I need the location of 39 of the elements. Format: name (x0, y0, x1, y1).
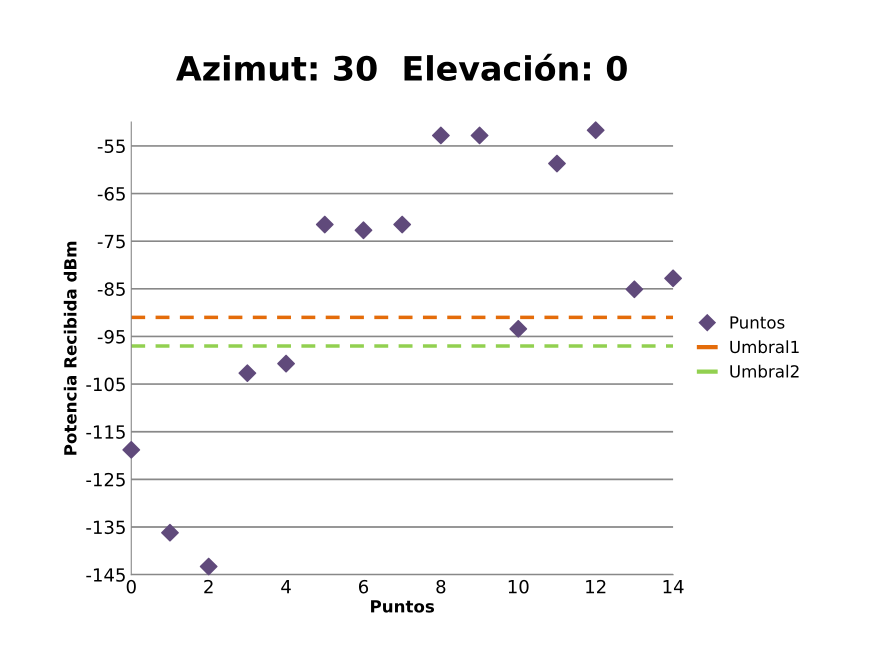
y-tick-label: -85 (98, 282, 125, 296)
x-tick-label: 10 (508, 580, 529, 594)
y-tick-label: -75 (98, 234, 125, 248)
x-tick-label: 4 (281, 580, 291, 594)
point (354, 221, 372, 240)
point (664, 269, 682, 288)
y-axis-title: Potencia Recibida dBm (64, 242, 77, 455)
y-tick-label: -135 (86, 520, 125, 534)
y-tick-label: -55 (98, 140, 125, 154)
y-tick-label: -95 (98, 330, 125, 344)
point (277, 354, 295, 373)
point (122, 440, 140, 459)
legend-label: Umbral2 (730, 364, 799, 378)
point (393, 216, 412, 234)
x-axis-title: Puntos (371, 600, 434, 613)
point (470, 126, 488, 144)
point (548, 154, 566, 172)
point (625, 280, 644, 298)
point (161, 524, 179, 542)
point (316, 216, 334, 234)
y-tick-label: -115 (86, 425, 125, 439)
x-tick-label: 0 (126, 580, 136, 594)
point (586, 121, 605, 140)
point (238, 364, 256, 382)
point (509, 320, 528, 338)
x-tick-label: 6 (358, 580, 368, 594)
point (200, 558, 218, 576)
y-tick-label: -65 (98, 187, 125, 201)
legend-label: Umbral1 (730, 340, 799, 354)
point (432, 126, 450, 144)
y-tick-label: -105 (86, 378, 125, 392)
legend-label: Puntos (730, 316, 784, 329)
x-tick-label: 8 (436, 580, 446, 594)
x-tick-label: 14 (664, 580, 684, 594)
y-tick-label: -125 (86, 472, 125, 486)
y-tick-label: -145 (86, 568, 125, 582)
x-tick-label: 2 (204, 580, 213, 594)
chart-title: Azimut: 30 Elevación: 0 (176, 54, 627, 81)
x-tick-label: 12 (586, 580, 606, 594)
